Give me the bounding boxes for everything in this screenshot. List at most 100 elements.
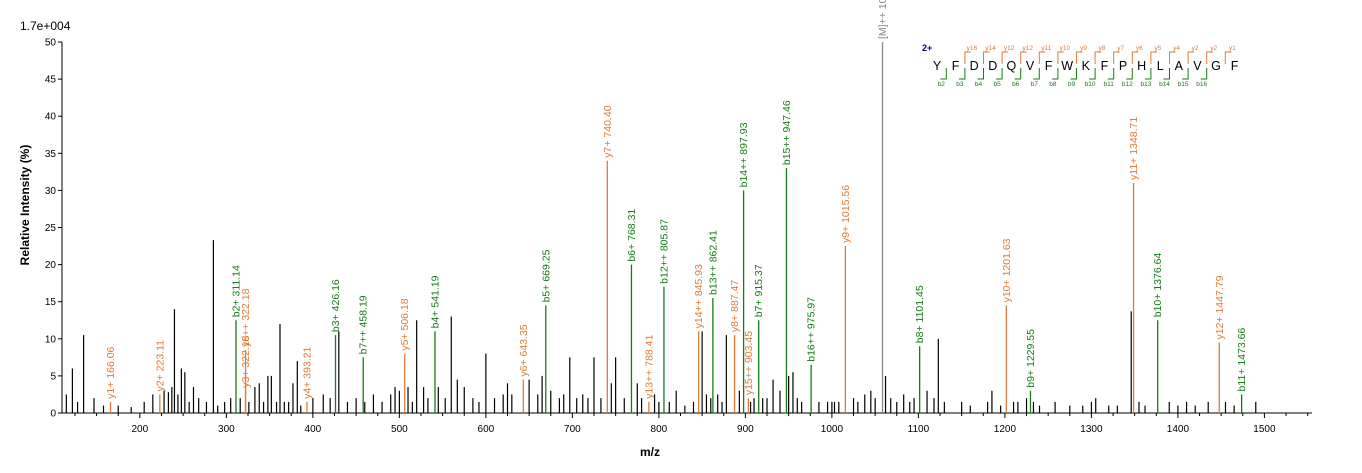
peak-label: b13++ 862.41 [707, 230, 719, 295]
sequence-residue: A [1175, 59, 1184, 73]
peak-label: y4+ 393.21 [301, 346, 313, 398]
b-ion-bracket [940, 68, 947, 80]
b-ion-bracket [1182, 68, 1189, 80]
y-ion-bracket [1150, 51, 1157, 64]
b-ion-bracket [1107, 68, 1115, 80]
y-ion-bracket [1169, 51, 1176, 64]
peak-label: y9+ 1015.56 [840, 185, 852, 243]
x-tick-label: 1200 [994, 424, 1017, 435]
b-ion-bracket [1089, 68, 1096, 80]
y-tick-label: 30 [45, 186, 57, 197]
peak-label: b6+ 768.31 [626, 209, 638, 262]
peak-label: y6++ 322.18 [240, 288, 252, 347]
sequence-residue: Y [933, 59, 942, 73]
sequence-residue: D [988, 59, 997, 73]
x-axis-title: m/z [640, 445, 660, 459]
x-tick-label: 400 [305, 424, 322, 435]
b-ion-label: b10 [1085, 81, 1096, 88]
x-tick-label: 1100 [908, 424, 930, 435]
y-ion-label: y4 [1173, 45, 1180, 52]
peak-label: y7+ 740.40 [602, 105, 614, 157]
y-ion-bracket [1113, 51, 1120, 64]
b-ion-bracket [1014, 68, 1022, 80]
y-tick-label: 0 [50, 409, 56, 420]
peak-label: b5+ 669.25 [540, 249, 552, 302]
y-ion-bracket [964, 51, 971, 64]
b-ion-label: b13 [1140, 81, 1151, 88]
b-ion-bracket [1070, 68, 1077, 80]
x-tick-label: 800 [651, 424, 668, 435]
peak-label: y1+ 166.06 [105, 346, 117, 398]
y-ion-label: y12 [1022, 45, 1033, 52]
peak-label: b4+ 541.19 [430, 275, 442, 328]
y-tick-label: 50 [45, 38, 57, 49]
sequence-residue: F [1231, 59, 1239, 73]
y-ion-bracket [1020, 51, 1027, 64]
peak-annotations: y1+ 166.06 y2+ 223.11 b2+ 311.14 y3+ 322.18… [105, 0, 1248, 399]
b-ion-bracket [1163, 68, 1170, 80]
sequence-residue: F [952, 59, 960, 73]
y-ion-bracket [1094, 51, 1102, 64]
b-ion-label: b4 [975, 81, 983, 88]
y-tick-label: 5 [50, 371, 56, 382]
y-axis-title: Relative Intensity (%) [18, 145, 32, 266]
sequence-residue: L [1157, 59, 1164, 73]
y-ion-label: y16 [967, 45, 978, 52]
peak-label: y3+ 322.18 [240, 335, 252, 387]
sequence-residue: H [1137, 59, 1146, 73]
b-ion-bracket [1033, 68, 1040, 80]
x-tick-label: 500 [391, 424, 408, 435]
y-ion-label: y11 [1041, 45, 1051, 52]
b-ion-bracket [1051, 68, 1059, 80]
peak-label: [M]++ 1058.51 [877, 0, 889, 39]
b-ion-label: b15 [1178, 81, 1189, 88]
peak-label: b7+ 915.37 [753, 264, 765, 317]
peak-label: b16++ 975.97 [806, 297, 818, 362]
b-ion-label: b5 [993, 81, 1001, 88]
y-ion-label: y5 [1154, 45, 1161, 52]
sequence-residue: V [1193, 59, 1202, 73]
peak-label: b3+ 426.16 [330, 279, 342, 332]
x-tick-label: 700 [564, 424, 581, 435]
y-ion-bracket [1001, 51, 1009, 64]
y-ion-label: y9 [1080, 45, 1087, 52]
y-ion-label: y2 [1192, 45, 1199, 52]
b-ion-bracket [1126, 68, 1133, 80]
x-tick-label: 1500 [1253, 424, 1276, 435]
peak-label: y6+ 643.35 [518, 324, 530, 376]
y-tick-label: 45 [45, 75, 57, 86]
x-tick-label: 1400 [1167, 424, 1190, 435]
y-ion-label: y12 [1004, 45, 1015, 52]
sequence-residue: D [970, 59, 979, 73]
y-ion-bracket [1038, 51, 1046, 64]
sequence-residue: G [1211, 59, 1221, 73]
y-tick-label: 25 [45, 223, 57, 234]
sequence-residue: P [1119, 59, 1127, 73]
y-ion-bracket [1057, 51, 1064, 64]
sequence-residue: K [1082, 59, 1091, 73]
y-tick-label: 35 [45, 149, 57, 160]
x-tick-label: 1000 [821, 424, 844, 435]
peak-label: y10+ 1201.63 [1001, 238, 1013, 302]
x-tick-label: 600 [478, 424, 495, 435]
y-ion-bracket [1187, 51, 1195, 64]
peak-bars [65, 42, 1257, 413]
peak-label: y15++ 903.45 [743, 331, 755, 395]
y-ion-label: y7 [1117, 45, 1124, 52]
b-ion-bracket [996, 68, 1003, 80]
peak-label: b9+ 1229.55 [1025, 329, 1037, 388]
y-ion-bracket [1131, 51, 1139, 64]
b-ion-bracket [958, 68, 966, 80]
b-ion-label: b8 [1049, 81, 1057, 88]
y-ion-bracket [1206, 51, 1213, 64]
b-ion-bracket [1144, 68, 1152, 80]
peak-label: b14++ 897.93 [738, 122, 750, 187]
y-ion-label: y1 [1229, 45, 1236, 52]
y-tick-label: 15 [45, 297, 57, 308]
b-ion-label: b3 [956, 81, 964, 88]
b-ion-label: b2 [938, 81, 946, 88]
sequence-residue: V [1026, 59, 1035, 73]
peak-label: y14++ 845.93 [693, 264, 705, 328]
y-tick-label: 40 [45, 112, 57, 123]
